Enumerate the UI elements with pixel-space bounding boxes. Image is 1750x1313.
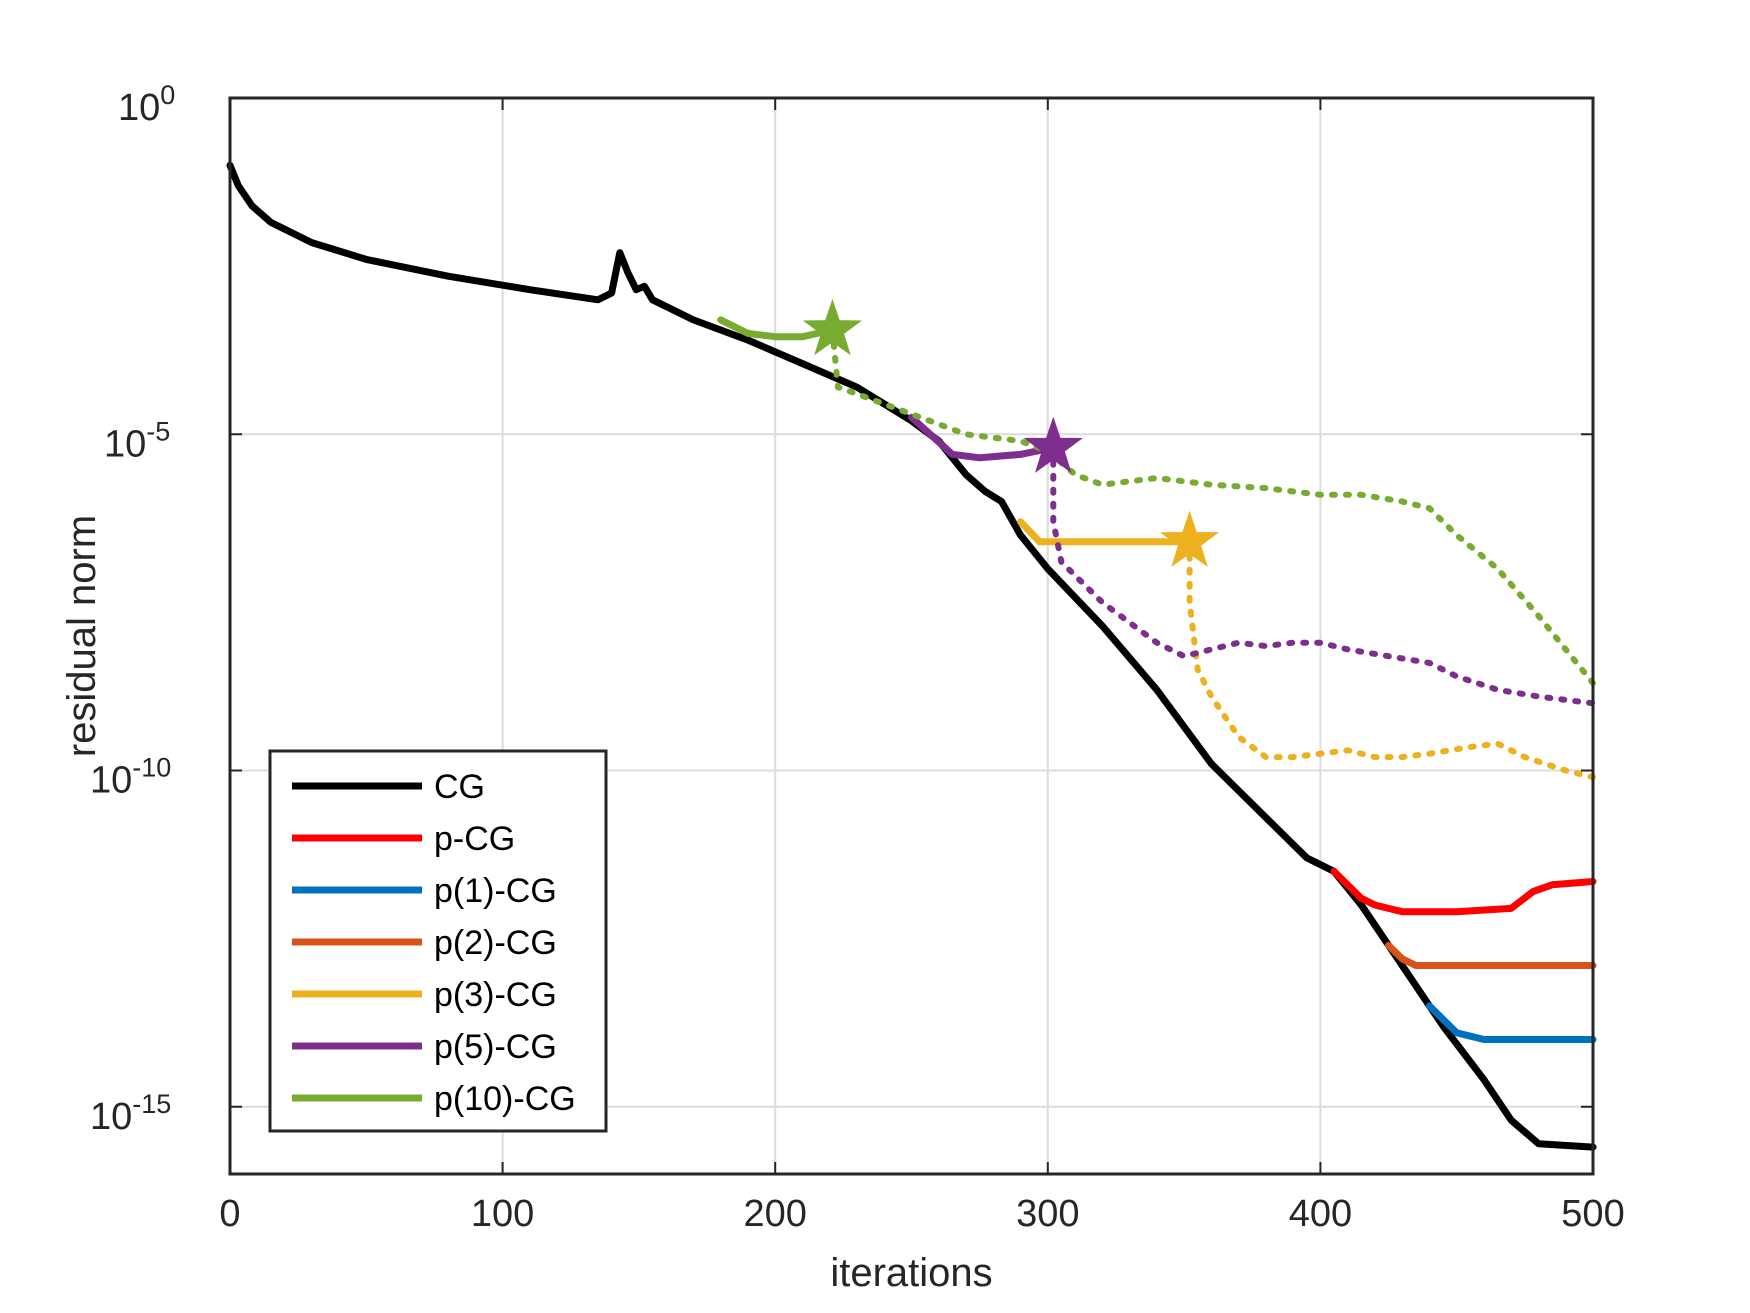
x-tick-label: 400 [1289,1193,1352,1235]
y-tick-label: 100 [118,80,175,129]
series-p-10-cg [717,316,836,341]
x-tick-label: 500 [1561,1193,1624,1235]
series-p-5-cg [908,413,1057,462]
series-p-3-cg [1017,518,1194,546]
series-layer [226,161,1597,1151]
y-tick-label: 10-5 [104,416,170,465]
series-p-1-cg [1425,1002,1597,1043]
y-tick-label: 10-10 [90,753,171,802]
star-marker-p-5-cg [1023,416,1083,473]
x-tick-label: 300 [1016,1193,1079,1235]
legend-entry-label: p(5)-CG [434,1028,557,1066]
legend-entry-label: p(10)-CG [434,1080,576,1118]
legend-entry-label: p(2)-CG [434,924,557,962]
x-tick-label: 0 [219,1193,240,1235]
x-tick-label: 100 [471,1193,534,1235]
legend-entry-label: p(1)-CG [434,872,557,910]
series-p-5-cg-restart [1050,444,1596,707]
y-tick-label: 10-15 [90,1089,171,1138]
plot-frame [228,96,1595,1176]
legend-entry-label: p-CG [434,820,515,858]
y-axis-label: residual norm [60,515,104,757]
series-p-3-cg-restart [1186,538,1596,781]
series-p-10-cg-restart [829,327,1596,687]
star-marker-p-10-cg [802,298,863,356]
x-axis-label: iterations [830,1251,992,1295]
star-marker-p-3-cg [1159,510,1220,568]
marker-layer [802,298,1220,568]
series-p-cg [1330,867,1597,916]
series-p-2-cg [1385,941,1597,969]
x-tick-label: 200 [743,1193,806,1235]
legend-entry-label: CG [434,768,485,806]
legend: CG p-CG p(1)-CG p(2)-CG p(3)-CG p(5)-CG p(10)-… [268,749,608,1133]
axis-ticks: 0 100 200 300 400 500 100 10-5 10-10 10-15 [90,80,1625,1235]
legend-entry-label: p(3)-CG [434,976,557,1014]
